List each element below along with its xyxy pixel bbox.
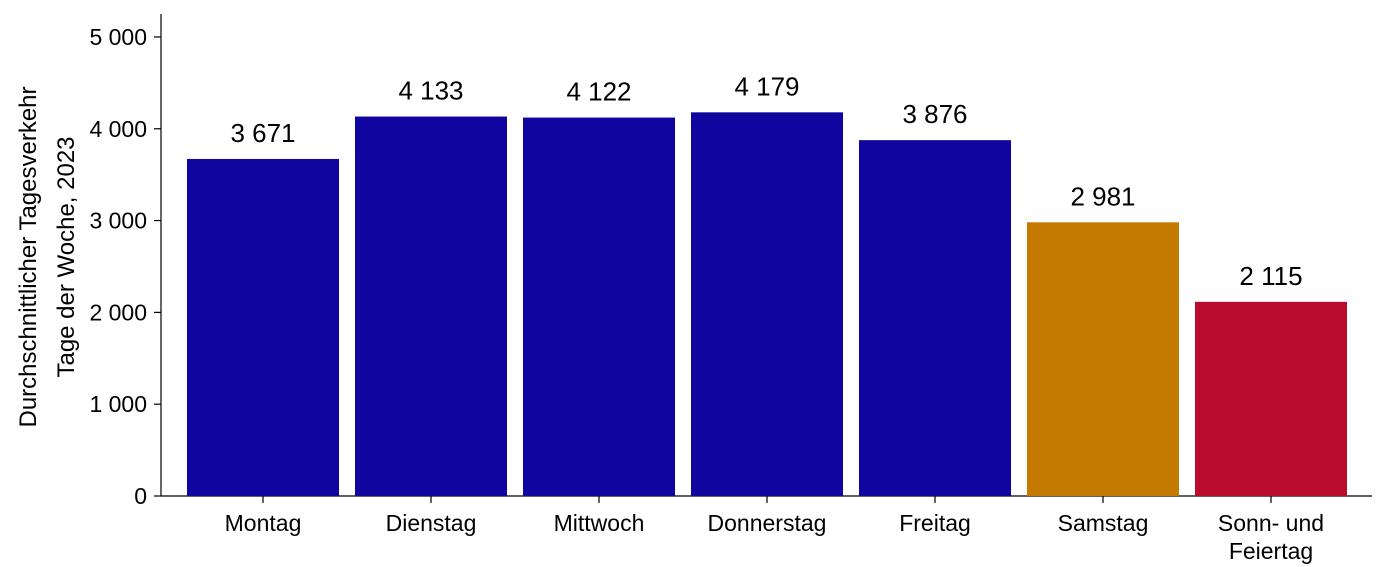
value-label: 4 133: [398, 76, 463, 106]
x-tick-label: Freitag: [899, 510, 971, 536]
value-label: 4 122: [566, 77, 631, 107]
y-axis: 0 1 000 2 000 3 000 4 000 5 000: [89, 14, 162, 509]
value-label: 4 179: [734, 71, 799, 101]
bar: [523, 117, 675, 496]
bar: [187, 158, 339, 497]
y-tick-label: 5 000: [89, 24, 147, 50]
value-label: 3 876: [902, 99, 967, 129]
x-tick-label: Donnerstag: [708, 510, 827, 536]
bar: [859, 140, 1011, 496]
x-tick-label: Samstag: [1058, 510, 1149, 536]
x-tick-label: Mittwoch: [554, 510, 645, 536]
bars: [187, 112, 1347, 497]
x-tick-label: Sonn- und Feiertag: [1218, 510, 1324, 564]
y-tick-label: 4 000: [89, 116, 147, 142]
y-axis-title: Durchschnittlicher Tagesverkehr Tage der …: [15, 86, 80, 427]
y-tick-label: 2 000: [89, 299, 147, 325]
y-axis-title-line: Durchschnittlicher Tagesverkehr: [15, 86, 42, 427]
x-axis: [161, 495, 1372, 503]
bar: [355, 116, 507, 496]
bar: [1027, 222, 1179, 497]
y-tick-label: 3 000: [89, 208, 147, 234]
x-tick-label: Montag: [225, 510, 302, 536]
value-label: 3 671: [230, 118, 295, 148]
y-axis-title-line: Tage der Woche, 2023: [53, 136, 80, 377]
category-labels: Montag Dienstag Mittwoch Donnerstag Freitag S…: [225, 510, 1324, 564]
bar: [1195, 301, 1347, 496]
bar: [691, 112, 843, 496]
value-label: 2 115: [1239, 261, 1302, 291]
x-tick-label: Dienstag: [386, 510, 477, 536]
value-labels: 3 671 4 133 4 122 4 179 3 876 2 981 2 115: [230, 71, 1302, 290]
y-tick-label: 1 000: [89, 391, 147, 417]
y-tick-label: 0: [134, 483, 147, 509]
value-label: 2 981: [1070, 181, 1135, 211]
